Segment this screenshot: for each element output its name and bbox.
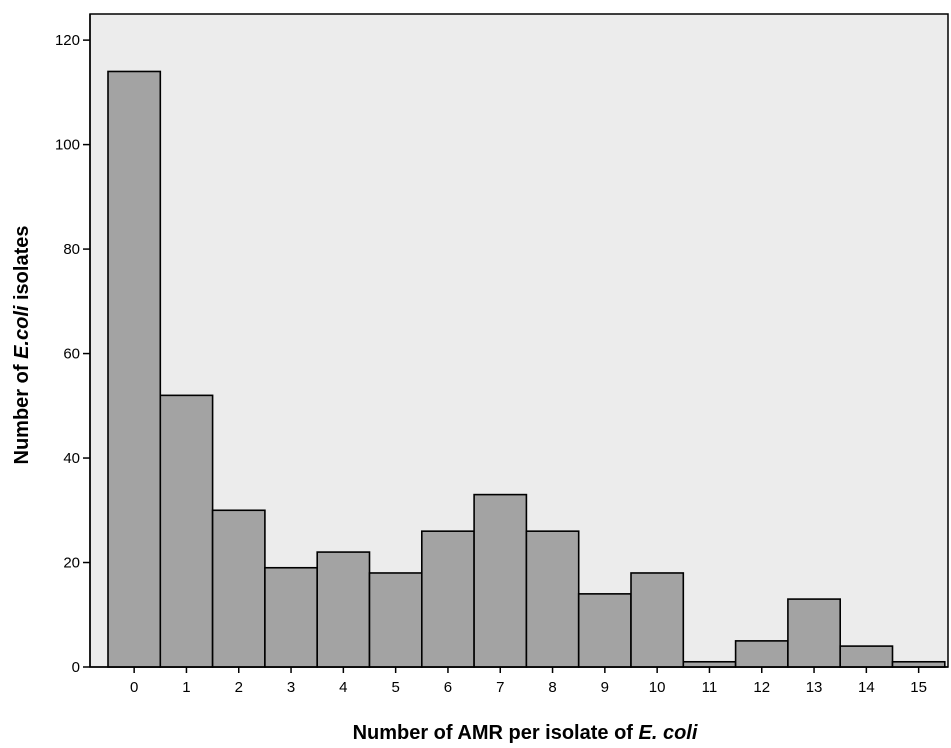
bar-8	[525, 530, 580, 668]
x-tick-label: 12	[753, 679, 770, 696]
bar-14	[839, 645, 894, 668]
bars-group	[107, 70, 946, 668]
y-tick-label: 60	[63, 346, 80, 363]
bar-12	[734, 640, 789, 668]
y-tick-label: 0	[72, 659, 80, 676]
x-tick-label: 10	[649, 679, 666, 696]
bar-10	[630, 572, 685, 668]
bar-5	[368, 572, 423, 668]
title-text-part: E. coli	[639, 722, 698, 744]
bar-6	[420, 530, 475, 668]
x-ticks-group: 0 1 2 3 4 5 6 7 8 9 10 11 12 13 14 15	[130, 667, 927, 696]
title-text-part: isolates	[11, 226, 33, 306]
y-tick-label: 40	[63, 450, 80, 467]
bar-9	[577, 593, 632, 668]
x-tick-label: 8	[548, 679, 556, 696]
bar-3	[264, 566, 318, 668]
x-tick-label: 13	[806, 679, 823, 696]
title-text-part: Number of AMR per isolate of	[353, 722, 639, 744]
x-tick-label: 9	[601, 679, 609, 696]
bar-4	[316, 551, 371, 668]
y-tick-label: 80	[63, 241, 80, 258]
y-tick-label: 100	[55, 137, 80, 154]
bar-11	[682, 660, 737, 668]
x-tick-label: 5	[391, 679, 399, 696]
bar-15	[891, 660, 946, 668]
x-axis-title: Number of AMR per isolate of E. coli	[353, 722, 698, 744]
bar-1	[159, 394, 214, 668]
x-tick-label: 11	[702, 679, 718, 696]
bar-0	[107, 70, 162, 668]
bar-7	[473, 493, 528, 668]
y-tick-label: 20	[63, 555, 80, 572]
y-tick-label: 120	[55, 32, 80, 49]
x-tick-label: 3	[287, 679, 295, 696]
bar-2	[211, 509, 266, 668]
title-text-part: Number of	[11, 359, 33, 465]
bar-13	[787, 598, 842, 668]
x-tick-label: 2	[235, 679, 243, 696]
y-axis-title: Number of E.coli isolates	[11, 226, 33, 465]
x-tick-label: 6	[444, 679, 452, 696]
title-text-part: E.coli	[11, 305, 33, 359]
x-tick-label: 15	[910, 679, 927, 696]
x-tick-label: 1	[182, 679, 190, 696]
x-tick-label: 4	[339, 679, 347, 696]
x-tick-label: 0	[130, 679, 138, 696]
x-tick-label: 7	[496, 679, 504, 696]
y-ticks-group: 0 20 40 60 80 100 120	[55, 32, 90, 676]
x-tick-label: 14	[858, 679, 875, 696]
